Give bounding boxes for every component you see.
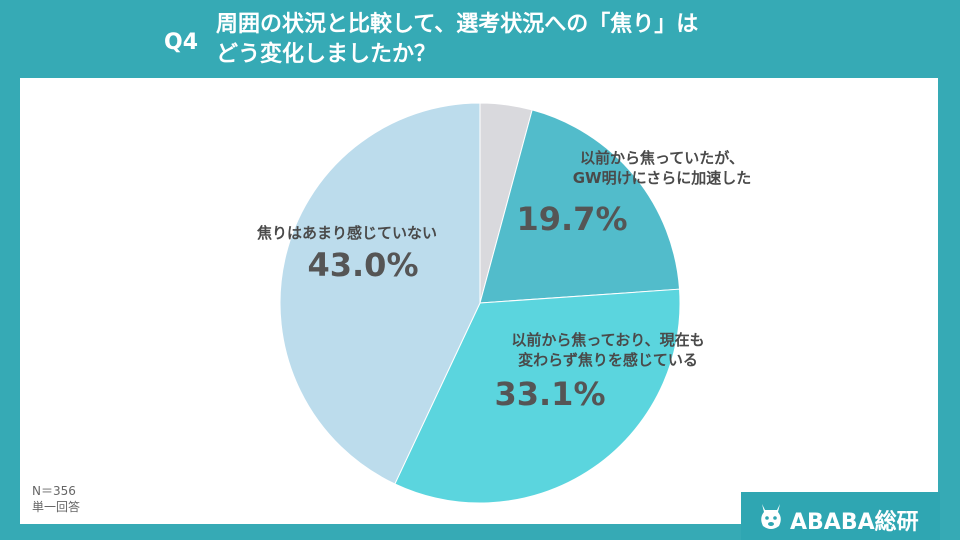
alpaca-icon — [761, 504, 781, 529]
slice-label-3-line-2: 変わらず焦りを感じている — [518, 351, 698, 369]
logo-text: ABABA総研 — [790, 510, 919, 535]
pie-slice-4 — [279, 102, 481, 485]
question-number: Q4 — [164, 30, 199, 55]
header: Q4 周囲の状況と比較して、選考状況への「焦り」は どう変化しましたか？ — [0, 0, 960, 78]
question-title-line-2: どう変化しましたか？ — [216, 42, 437, 67]
question-title: 周囲の状況と比較して、選考状況への「焦り」は どう変化しましたか？ — [216, 10, 896, 70]
slice-label-4-line-1: 焦りはあまり感じていない — [256, 224, 437, 242]
sample-size: N＝356 — [32, 484, 76, 498]
pie-slice-2 — [479, 109, 681, 304]
pie-slice-3 — [394, 288, 681, 504]
question-title-line-1: 周囲の状況と比較して、選考状況への「焦り」は — [216, 12, 699, 37]
slice-value-4: 43.0% — [307, 246, 418, 284]
answer-type: 単一回答 — [32, 500, 81, 514]
slice-value-2: 19.7% — [516, 200, 627, 238]
slice-label-2-line-1: 以前から焦っていたが、 — [580, 149, 744, 167]
slice-label-2-line-2: GW明けにさらに加速した — [573, 169, 752, 187]
slice-value-3: 33.1% — [494, 375, 605, 413]
slice-label-3-line-1: 以前から焦っており、現在も — [511, 331, 704, 349]
